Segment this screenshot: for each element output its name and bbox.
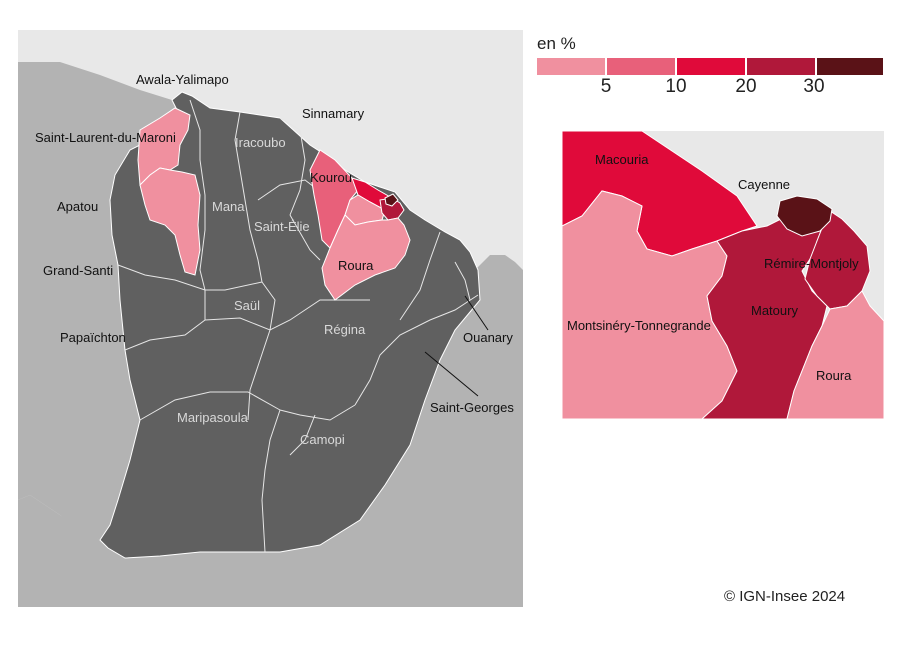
label-sinnamary: Sinnamary [302,106,365,121]
label-grand-santi: Grand-Santi [43,263,113,278]
label-ouanary: Ouanary [463,330,513,345]
legend-tick-2: 10 [665,76,687,97]
commune-cayenne[interactable] [384,193,399,207]
legend-title: en % [537,34,576,53]
inset-label-cayenne: Cayenne [738,177,790,192]
label-apatou: Apatou [57,199,98,214]
label-mana: Mana [212,199,245,214]
callout-saint-georges [424,351,479,397]
label-saul: Saül [234,298,260,313]
neighbor-brazil [18,255,523,607]
legend-bin-5 [817,58,883,75]
legend-tick-1: 5 [600,76,612,97]
commune-roura[interactable] [321,214,411,301]
copyright-notice: © IGN-Insee 2024 [724,588,846,605]
label-roura: Roura [338,258,374,273]
callout-ouanary [464,295,489,331]
label-awala-yalimapo: Awala-Yalimapo [136,72,229,87]
label-saint-georges: Saint-Georges [430,400,514,415]
main-map: Awala-Yalimapo Sinnamary Saint-Laurent-d… [18,30,523,607]
inset-map: Macouria Cayenne Rémire-Montjoly Matoury… [562,131,884,419]
inset-commune-roura[interactable] [786,290,884,419]
label-papaichton: Papaïchton [60,330,126,345]
inset-label-matoury: Matoury [751,303,798,318]
label-regina: Régina [324,322,366,337]
label-maripasoula: Maripasoula [177,410,249,425]
inset-commune-cayenne[interactable] [776,195,833,237]
legend-tick-3: 20 [735,76,757,97]
label-saint-elie: Saint-Élie [254,219,310,234]
label-camopi: Camopi [300,432,345,447]
label-saint-laurent: Saint-Laurent-du-Maroni [35,130,176,145]
legend-bin-3 [677,58,745,75]
inset-label-remire: Rémire-Montjoly [764,256,859,271]
label-kourou: Kourou [310,170,352,185]
legend-tick-4: 30 [803,76,825,97]
legend-bin-4 [747,58,815,75]
inset-label-macouria: Macouria [595,152,649,167]
label-iracoubo: Iracoubo [235,135,286,150]
legend-bin-1 [537,58,605,75]
legend-bin-2 [607,58,675,75]
inset-label-roura: Roura [816,368,852,383]
commune-mana-pink[interactable] [139,167,201,276]
legend: en % 5 10 20 30 [530,34,890,104]
inset-label-montsinery: Montsinéry-Tonnegrande [567,318,711,333]
commune-borders [117,99,479,553]
neighbor-suriname [18,62,178,540]
